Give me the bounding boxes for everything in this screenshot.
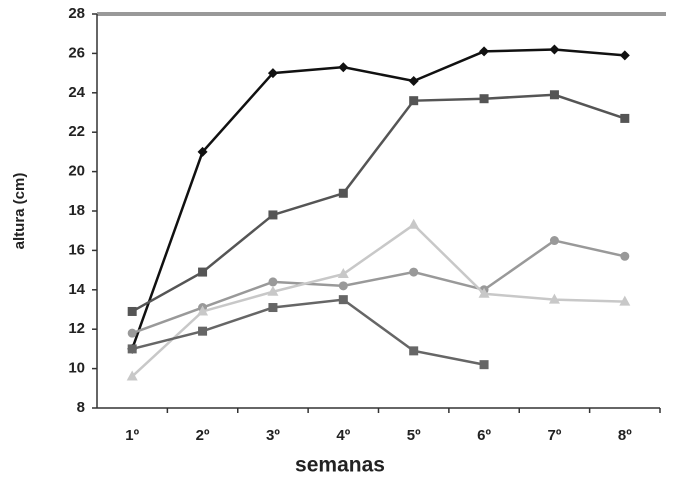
point: [338, 62, 349, 73]
series-line: [131, 239, 626, 335]
point: [337, 268, 349, 279]
point: [127, 306, 137, 316]
point: [267, 285, 279, 296]
point: [268, 303, 278, 313]
point: [479, 94, 489, 104]
point: [409, 267, 419, 277]
point: [126, 370, 138, 381]
y-tick-label: 8: [77, 399, 85, 416]
point: [408, 218, 420, 229]
series-line: [131, 223, 625, 378]
point: [549, 44, 560, 55]
point: [479, 46, 490, 57]
x-tick-label: 2º: [196, 427, 210, 444]
point: [338, 281, 348, 291]
y-tick-label: 20: [68, 163, 85, 180]
point: [197, 305, 209, 316]
point: [619, 295, 631, 306]
point: [619, 50, 630, 61]
x-tick-label: 7º: [548, 427, 562, 444]
y-tick-label: 18: [68, 202, 85, 219]
y-tick-label: 10: [68, 360, 85, 377]
x-axis-label: semanas: [295, 454, 385, 477]
y-tick-label: 12: [68, 320, 85, 337]
point: [409, 346, 419, 356]
x-tick-label: 6º: [477, 427, 491, 444]
y-tick-label: 24: [68, 84, 85, 101]
x-tick-label: 5º: [407, 427, 421, 444]
point: [127, 344, 137, 354]
point: [268, 210, 278, 220]
y-tick-label: 14: [68, 281, 85, 298]
point: [478, 287, 490, 298]
series-line: [131, 298, 485, 366]
series-line: [131, 48, 625, 350]
point: [268, 277, 278, 287]
point: [409, 96, 419, 106]
y-tick-label: 26: [68, 44, 85, 61]
point: [197, 146, 208, 157]
x-tick-label: 1º: [125, 427, 139, 444]
point: [620, 251, 630, 261]
series-line: [131, 93, 626, 313]
point: [549, 90, 559, 100]
point: [267, 68, 278, 79]
point: [408, 75, 419, 86]
point: [548, 293, 560, 304]
y-tick-label: 16: [68, 241, 85, 258]
point: [620, 113, 630, 123]
point: [479, 360, 489, 370]
y-tick-label: 22: [68, 123, 85, 140]
x-tick-label: 4º: [336, 427, 350, 444]
x-tick-label: 3º: [266, 427, 280, 444]
point: [198, 326, 208, 336]
point: [549, 236, 559, 246]
point: [338, 188, 348, 198]
x-tick-label: 8º: [618, 427, 632, 444]
point: [338, 295, 348, 305]
y-axis-label: altura (cm): [11, 173, 28, 250]
point: [198, 267, 208, 277]
y-tick-label: 28: [68, 5, 85, 22]
point: [127, 328, 137, 338]
